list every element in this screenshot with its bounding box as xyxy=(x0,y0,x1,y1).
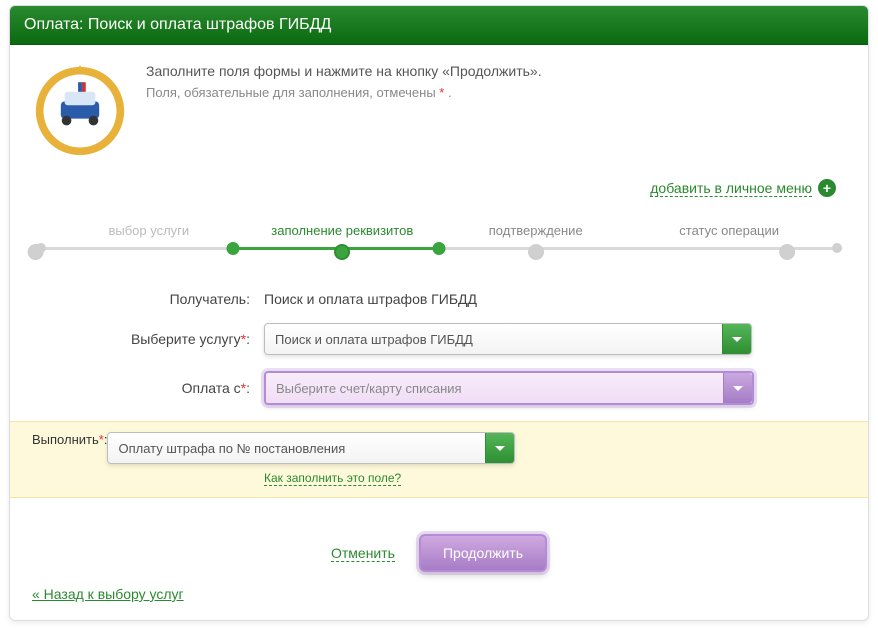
intro-text: Заполните поля формы и нажмите на кнопку… xyxy=(146,63,542,100)
recipient-value: Поиск и оплата штрафов ГИБДД xyxy=(264,291,846,307)
payfrom-select[interactable]: Выберите счет/карту списания xyxy=(264,371,754,405)
hint-link[interactable]: Как заполнить это поле? xyxy=(264,471,401,486)
service-select[interactable]: Поиск и оплата штрафов ГИБДД xyxy=(264,323,752,355)
chevron-down-icon xyxy=(485,433,514,463)
steps-end-dot xyxy=(832,243,842,253)
add-to-menu-link[interactable]: добавить в личное меню xyxy=(650,180,812,197)
step-1: выбор услуги xyxy=(108,223,189,260)
step-2: заполнение реквизитов xyxy=(271,223,413,260)
steps-active-start-dot xyxy=(227,242,240,255)
row-execute-highlight: Выполнить*: Оплату штрафа по № постановл… xyxy=(10,421,868,498)
continue-button[interactable]: Продолжить xyxy=(419,534,547,572)
row-payfrom: Оплата с*: Выберите счет/карту списания xyxy=(32,363,846,413)
row-service: Выберите услугу*: Поиск и оплата штрафов… xyxy=(32,315,846,363)
execute-select-value: Оплату штрафа по № постановления xyxy=(118,441,345,456)
payfrom-select-placeholder: Выберите счет/карту списания xyxy=(276,381,462,396)
card-header: Оплата: Поиск и оплата штрафов ГИБДД xyxy=(10,6,868,45)
service-select-value: Поиск и оплата штрафов ГИБДД xyxy=(275,332,473,347)
row-recipient: Получатель: Поиск и оплата штрафов ГИБДД xyxy=(32,283,846,315)
execute-select[interactable]: Оплату штрафа по № постановления xyxy=(107,432,515,464)
execute-hint: Как заполнить это поле? xyxy=(264,470,868,485)
execute-label: Выполнить*: xyxy=(10,432,107,447)
form: Получатель: Поиск и оплата штрафов ГИБДД… xyxy=(32,283,846,498)
card-title: Оплата: Поиск и оплата штрафов ГИБДД xyxy=(24,16,331,33)
step-4: статус операции xyxy=(679,223,779,260)
cancel-link[interactable]: Отменить xyxy=(331,545,395,562)
payment-card: Оплата: Поиск и оплата штрафов ГИБДД xyxy=(9,5,869,621)
service-label: Выберите услугу*: xyxy=(32,331,264,347)
actions-row: Отменить Продолжить xyxy=(32,534,846,572)
card-body: Заполните поля формы и нажмите на кнопку… xyxy=(10,45,868,620)
chevron-down-icon xyxy=(723,373,752,403)
back-row: « Назад к выбору услуг xyxy=(32,586,846,602)
gibdd-logo-icon xyxy=(32,63,128,159)
steps-active-end-dot xyxy=(433,242,446,255)
recipient-label: Получатель: xyxy=(32,291,264,307)
add-to-menu-row: добавить в личное меню + xyxy=(32,179,836,197)
back-link[interactable]: « Назад к выбору услуг xyxy=(32,586,184,602)
intro-line1: Заполните поля формы и нажмите на кнопку… xyxy=(146,63,542,79)
payfrom-label: Оплата с*: xyxy=(32,380,264,396)
intro-block: Заполните поля формы и нажмите на кнопку… xyxy=(32,63,846,159)
steps-start-dot xyxy=(36,243,46,253)
plus-icon[interactable]: + xyxy=(818,179,836,197)
step-3: подтверждение xyxy=(489,223,583,260)
chevron-down-icon xyxy=(722,324,751,354)
intro-line2: Поля, обязательные для заполнения, отмеч… xyxy=(146,85,542,100)
progress-steps: выбор услуги заполнение реквизитов подтв… xyxy=(36,223,842,259)
